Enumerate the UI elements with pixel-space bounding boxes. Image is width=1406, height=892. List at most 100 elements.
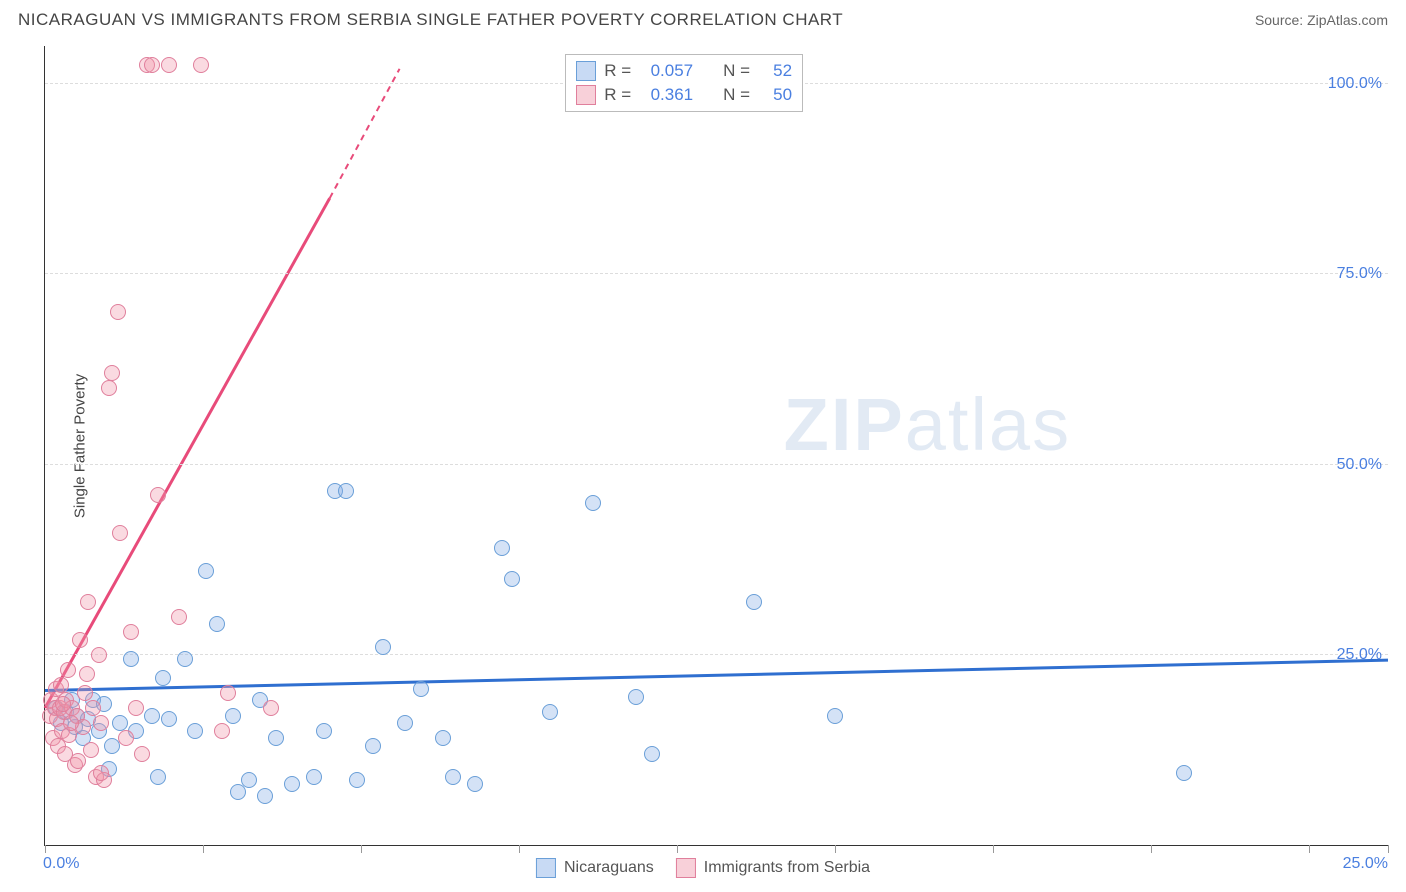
data-point — [241, 772, 257, 788]
data-point — [118, 730, 134, 746]
data-point — [55, 696, 71, 712]
legend-swatch — [576, 85, 596, 105]
data-point — [150, 769, 166, 785]
legend-swatch — [536, 858, 556, 878]
data-point — [220, 685, 236, 701]
n-label: N = — [723, 85, 750, 105]
y-tick-label: 75.0% — [1337, 265, 1382, 283]
series-legend: Nicaraguans Immigrants from Serbia — [536, 858, 870, 878]
x-tick — [519, 845, 520, 853]
data-point — [63, 715, 79, 731]
x-tick — [1309, 845, 1310, 853]
x-tick — [835, 845, 836, 853]
header: NICARAGUAN VS IMMIGRANTS FROM SERBIA SIN… — [0, 0, 1406, 36]
correlation-legend: R =0.057N =52R =0.361N =50 — [565, 54, 803, 112]
data-point — [198, 563, 214, 579]
data-point — [1176, 765, 1192, 781]
data-point — [263, 700, 279, 716]
data-point — [134, 746, 150, 762]
data-point — [83, 742, 99, 758]
n-value: 52 — [758, 61, 792, 81]
legend-item: Immigrants from Serbia — [676, 858, 870, 878]
data-point — [316, 723, 332, 739]
x-tick — [45, 845, 46, 853]
data-point — [144, 708, 160, 724]
data-point — [112, 525, 128, 541]
data-point — [585, 495, 601, 511]
r-value: 0.057 — [639, 61, 693, 81]
r-label: R = — [604, 85, 631, 105]
source-label: Source: ZipAtlas.com — [1255, 12, 1388, 28]
data-point — [504, 571, 520, 587]
data-point — [268, 730, 284, 746]
data-point — [214, 723, 230, 739]
data-point — [467, 776, 483, 792]
trend-line — [45, 198, 330, 708]
data-point — [644, 746, 660, 762]
y-tick-label: 25.0% — [1337, 646, 1382, 664]
data-point — [542, 704, 558, 720]
trend-lines-svg — [45, 46, 1388, 845]
x-tick — [361, 845, 362, 853]
data-point — [746, 594, 762, 610]
data-point — [110, 304, 126, 320]
data-point — [93, 765, 109, 781]
data-point — [284, 776, 300, 792]
data-point — [375, 639, 391, 655]
gridline — [45, 464, 1388, 465]
data-point — [70, 753, 86, 769]
data-point — [413, 681, 429, 697]
legend-swatch — [676, 858, 696, 878]
data-point — [435, 730, 451, 746]
data-point — [257, 788, 273, 804]
legend-item: Nicaraguans — [536, 858, 654, 878]
legend-label: Immigrants from Serbia — [704, 859, 870, 877]
data-point — [85, 700, 101, 716]
data-point — [150, 487, 166, 503]
data-point — [209, 616, 225, 632]
r-label: R = — [604, 61, 631, 81]
y-tick-label: 100.0% — [1328, 75, 1382, 93]
legend-swatch — [576, 61, 596, 81]
data-point — [128, 700, 144, 716]
data-point — [77, 685, 93, 701]
x-tick-label: 0.0% — [43, 855, 79, 873]
data-point — [80, 594, 96, 610]
x-tick — [1388, 845, 1389, 853]
data-point — [112, 715, 128, 731]
data-point — [365, 738, 381, 754]
data-point — [161, 57, 177, 73]
data-point — [91, 647, 107, 663]
data-point — [155, 670, 171, 686]
data-point — [225, 708, 241, 724]
data-point — [79, 666, 95, 682]
legend-row: R =0.361N =50 — [576, 83, 792, 107]
data-point — [123, 624, 139, 640]
scatter-chart: ZIPatlas 25.0%50.0%75.0%100.0%0.0%25.0% — [44, 46, 1388, 846]
chart-title: NICARAGUAN VS IMMIGRANTS FROM SERBIA SIN… — [18, 10, 843, 30]
data-point — [349, 772, 365, 788]
data-point — [187, 723, 203, 739]
data-point — [161, 711, 177, 727]
data-point — [53, 677, 69, 693]
legend-label: Nicaraguans — [564, 859, 654, 877]
x-tick — [1151, 845, 1152, 853]
data-point — [60, 662, 76, 678]
data-point — [628, 689, 644, 705]
x-tick-label: 25.0% — [1343, 855, 1388, 873]
gridline — [45, 273, 1388, 274]
data-point — [494, 540, 510, 556]
data-point — [93, 715, 109, 731]
x-tick — [203, 845, 204, 853]
data-point — [193, 57, 209, 73]
r-value: 0.361 — [639, 85, 693, 105]
data-point — [123, 651, 139, 667]
trend-line — [45, 660, 1388, 690]
data-point — [445, 769, 461, 785]
data-point — [177, 651, 193, 667]
n-label: N = — [723, 61, 750, 81]
data-point — [827, 708, 843, 724]
data-point — [101, 380, 117, 396]
x-tick — [993, 845, 994, 853]
gridline — [45, 654, 1388, 655]
